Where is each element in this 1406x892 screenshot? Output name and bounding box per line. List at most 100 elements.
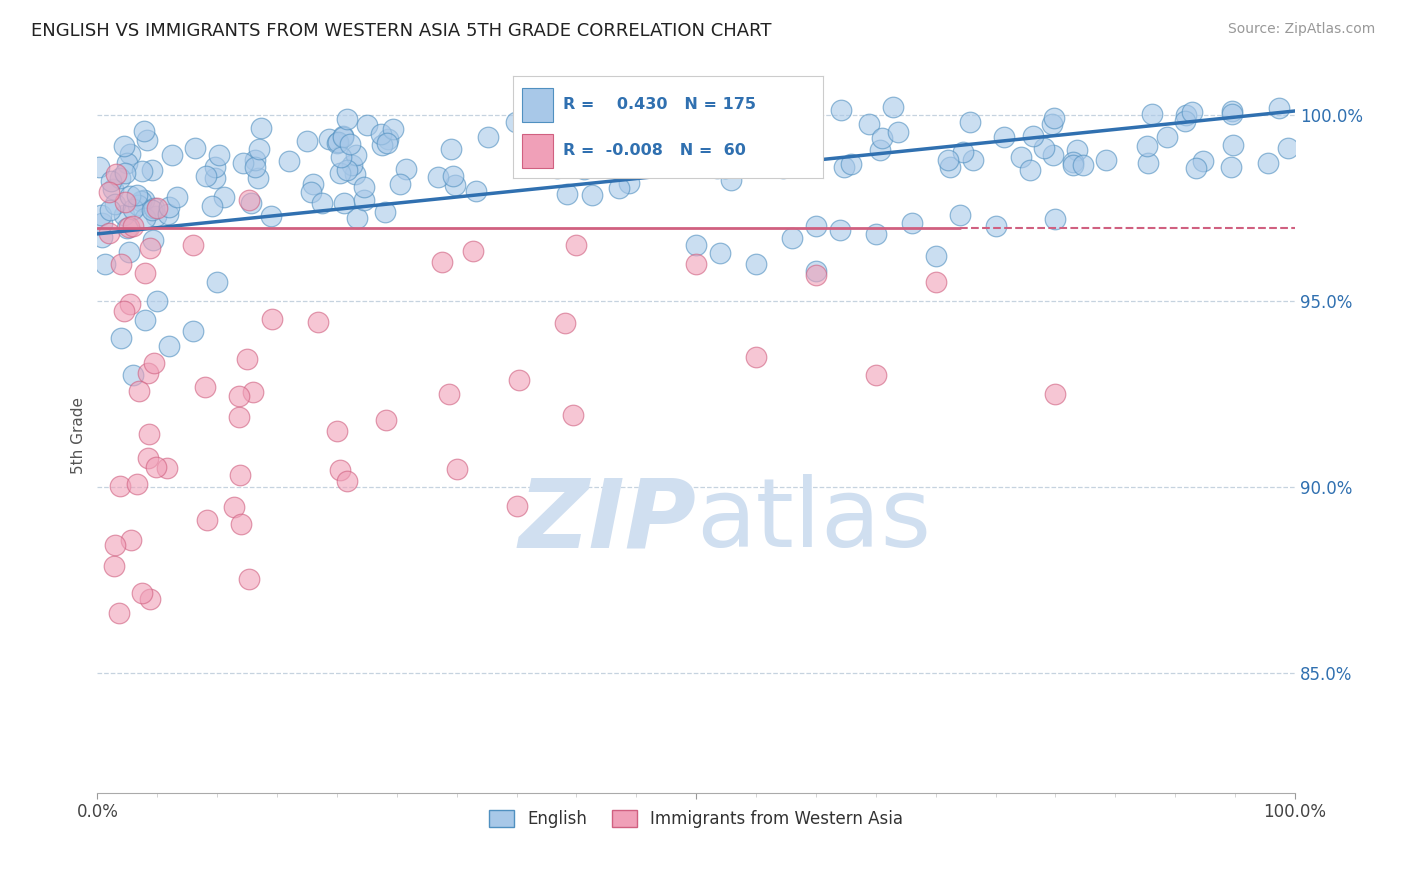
Text: ENGLISH VS IMMIGRANTS FROM WESTERN ASIA 5TH GRADE CORRELATION CHART: ENGLISH VS IMMIGRANTS FROM WESTERN ASIA … [31, 22, 772, 40]
Point [804, 268, 827, 282]
Point [166, 190, 188, 204]
FancyBboxPatch shape [523, 88, 554, 122]
Point [446, 461, 468, 475]
Point [228, 389, 250, 403]
Point [395, 162, 418, 177]
Point [157, 338, 180, 352]
Point [804, 264, 827, 278]
Point [246, 171, 269, 186]
Point [332, 130, 354, 145]
Point [865, 227, 887, 241]
Point [882, 100, 904, 114]
Point [146, 201, 169, 215]
Point [136, 133, 159, 147]
Text: Source: ZipAtlas.com: Source: ZipAtlas.com [1227, 22, 1375, 37]
Point [104, 197, 127, 211]
Point [110, 331, 132, 345]
Point [103, 182, 125, 196]
Point [685, 257, 707, 271]
Point [720, 134, 742, 148]
Point [1062, 155, 1084, 169]
Point [607, 181, 630, 195]
Point [1175, 108, 1198, 122]
Point [745, 350, 768, 364]
Point [720, 173, 742, 187]
Point [939, 160, 962, 174]
Point [1045, 212, 1067, 227]
Point [90, 208, 112, 222]
Point [131, 164, 153, 178]
Point [134, 211, 156, 225]
Point [744, 103, 766, 118]
Point [804, 219, 827, 234]
Point [745, 257, 768, 271]
Point [828, 223, 851, 237]
Point [181, 324, 204, 338]
Y-axis label: 5th Grade: 5th Grade [72, 397, 86, 474]
Point [984, 219, 1007, 234]
Point [664, 149, 686, 163]
Point [1268, 101, 1291, 115]
Point [375, 412, 398, 426]
Point [925, 276, 948, 290]
Point [136, 450, 159, 465]
Point [333, 195, 356, 210]
Point [90, 230, 112, 244]
Point [900, 216, 922, 230]
Point [229, 468, 252, 483]
Point [477, 130, 499, 145]
Point [195, 169, 218, 184]
Point [1174, 114, 1197, 128]
Point [156, 460, 179, 475]
Point [441, 169, 464, 183]
Point [329, 462, 352, 476]
Point [1140, 107, 1163, 121]
Point [326, 136, 349, 151]
Point [685, 238, 707, 252]
Point [377, 136, 399, 150]
Point [388, 177, 411, 191]
Point [118, 219, 141, 234]
Point [830, 103, 852, 117]
Point [1071, 158, 1094, 172]
Point [353, 179, 375, 194]
Point [377, 132, 399, 146]
Point [336, 474, 359, 488]
Point [839, 157, 862, 171]
Point [129, 194, 152, 209]
Point [131, 586, 153, 600]
Point [340, 157, 363, 171]
Point [142, 356, 165, 370]
Point [134, 312, 156, 326]
Point [1156, 130, 1178, 145]
Point [780, 230, 803, 244]
Point [581, 188, 603, 202]
Point [110, 257, 132, 271]
Point [344, 147, 367, 161]
Point [104, 538, 127, 552]
Point [117, 220, 139, 235]
Point [444, 178, 467, 192]
Point [371, 138, 394, 153]
Point [143, 201, 166, 215]
Point [962, 153, 984, 168]
Point [108, 171, 131, 186]
Text: R =    0.430   N = 175: R = 0.430 N = 175 [562, 97, 755, 112]
Point [157, 200, 180, 214]
Point [346, 211, 368, 226]
Point [353, 193, 375, 207]
Point [311, 195, 333, 210]
Point [949, 208, 972, 222]
Point [228, 409, 250, 424]
Point [299, 186, 322, 200]
Point [1062, 158, 1084, 172]
Point [132, 193, 155, 207]
Point [332, 128, 354, 143]
Point [1222, 137, 1244, 152]
Point [127, 197, 149, 211]
Point [328, 135, 350, 149]
Point [100, 174, 122, 188]
Point [212, 189, 235, 203]
Point [1257, 156, 1279, 170]
Point [1192, 154, 1215, 169]
